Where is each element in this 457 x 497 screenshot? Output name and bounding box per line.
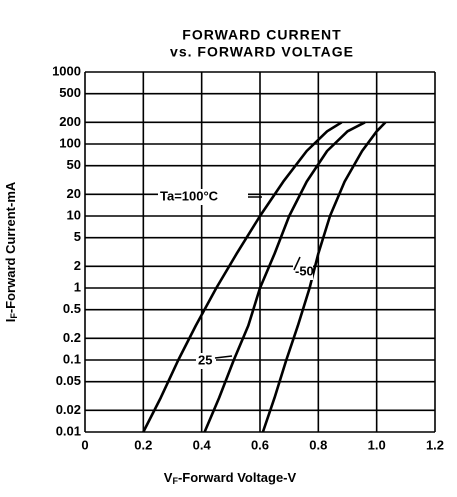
y-tick-label: 1 [74, 279, 81, 294]
y-axis-label: IF-Forward Current-mA [3, 181, 19, 322]
leader-line [293, 256, 301, 271]
x-tick-label: 0.2 [134, 437, 152, 452]
y-tick-label: 200 [59, 114, 81, 129]
y-tick-label: 100 [59, 135, 81, 150]
annotation-bg [196, 353, 216, 369]
y-tick-label: 1000 [52, 63, 81, 78]
annotation-bg [293, 264, 313, 280]
curve [142, 121, 343, 433]
y-tick-label: 2 [74, 258, 81, 273]
y-tick-label: 50 [67, 157, 81, 172]
y-tick-label: 0.02 [56, 402, 81, 417]
y-tick-label: 20 [67, 186, 81, 201]
x-tick-label: 0 [81, 437, 88, 452]
y-tick-label: 0.05 [56, 373, 81, 388]
y-tick-label: 10 [67, 207, 81, 222]
y-tick-label: 0.2 [63, 330, 81, 345]
series-label: 25 [198, 352, 212, 367]
series-label: Ta=100°C [160, 188, 219, 203]
chart-title: vs. FORWARD VOLTAGE [170, 44, 354, 60]
leader-line [214, 355, 233, 359]
x-axis-label: VF-Forward Voltage-V [164, 470, 297, 486]
curve [203, 121, 366, 433]
y-tick-label: 5 [74, 229, 81, 244]
y-tick-label: 500 [59, 85, 81, 100]
x-tick-label: 0.4 [193, 437, 212, 452]
chart-title: FORWARD CURRENT [182, 27, 341, 43]
annotation-bg [158, 189, 248, 205]
y-tick-label: 0.1 [63, 351, 81, 366]
x-tick-label: 1.0 [368, 437, 386, 452]
curve [261, 121, 387, 433]
x-tick-label: 0.8 [309, 437, 327, 452]
x-tick-label: 0.6 [251, 437, 269, 452]
x-tick-label: 1.2 [426, 437, 444, 452]
y-tick-label: 0.01 [56, 423, 81, 438]
series-label: -50 [295, 263, 314, 278]
y-tick-label: 0.5 [63, 301, 81, 316]
